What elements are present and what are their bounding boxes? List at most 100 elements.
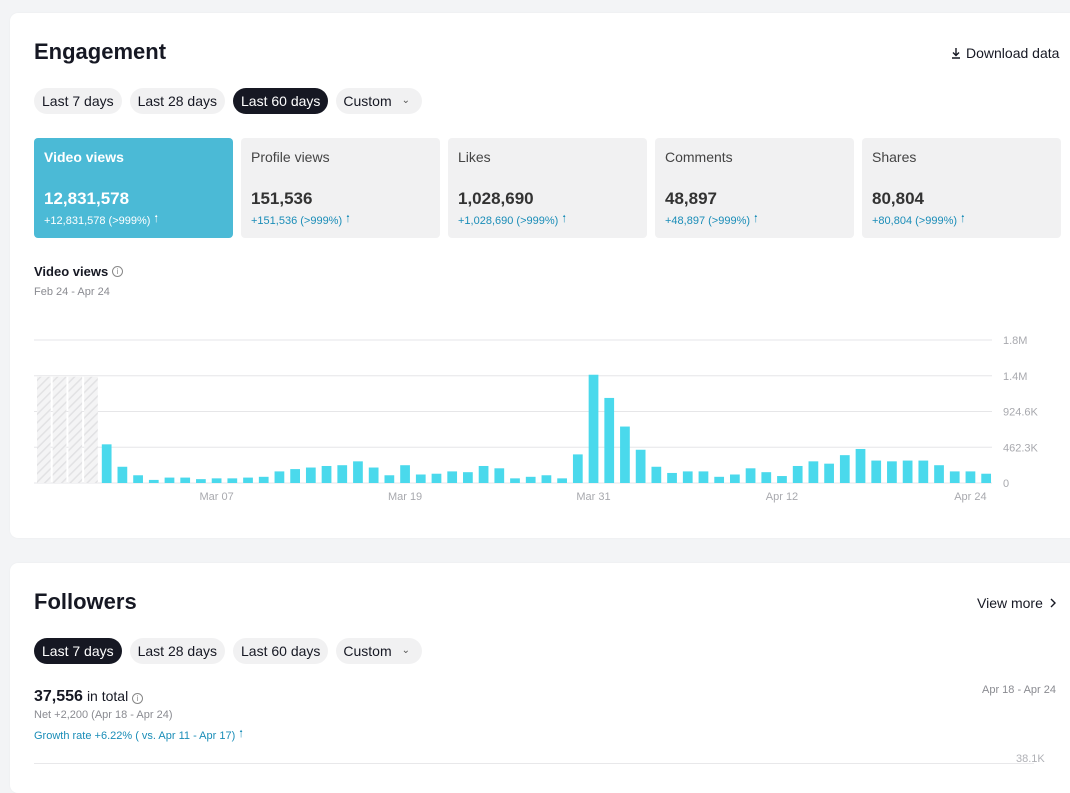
followers-total: 37,556 in total i	[34, 688, 144, 706]
chart-bar[interactable]	[148, 479, 159, 483]
range-last-60-days[interactable]: Last 60 days	[233, 88, 329, 114]
metric-cards: Video views 12,831,578 +12,831,578 (>999…	[34, 138, 1061, 238]
chart-bar[interactable]	[321, 465, 332, 483]
chart-bar[interactable]	[839, 455, 850, 483]
chart-bar[interactable]	[730, 474, 740, 483]
x-tick-label: Mar 31	[576, 491, 610, 503]
view-more-link[interactable]: View more	[977, 595, 1059, 611]
chart-bar[interactable]	[258, 476, 269, 483]
range-last-60-days[interactable]: Last 60 days	[233, 638, 329, 664]
chart-bar[interactable]	[682, 471, 693, 483]
followers-growth-text: Growth rate +6.22% ( vs. Apr 11 - Apr 17…	[34, 729, 236, 742]
chart-bar[interactable]	[934, 465, 944, 483]
chart-bar[interactable]	[447, 471, 458, 483]
chart-bar[interactable]	[792, 465, 803, 483]
range-custom-dropdown[interactable]: Custom ⌄	[336, 638, 423, 664]
arrow-up-icon: 🠑	[754, 214, 758, 225]
metric-card-comments[interactable]: Comments 48,897 +48,897 (>999%) 🠑	[655, 138, 854, 238]
metric-label: Shares	[872, 149, 917, 165]
chart-bar[interactable]	[305, 467, 316, 483]
range-last-28-days[interactable]: Last 28 days	[129, 88, 225, 114]
chart-bar[interactable]	[714, 476, 725, 483]
y-tick-label: 924.6K	[1003, 407, 1039, 419]
chart-bar[interactable]	[981, 473, 992, 483]
view-more-label: View more	[977, 595, 1043, 611]
chart-bar[interactable]	[478, 465, 489, 483]
chart-bar[interactable]	[588, 374, 599, 483]
chart-bar[interactable]	[101, 444, 112, 483]
chart-bar[interactable]	[368, 467, 379, 483]
range-last-28-days[interactable]: Last 28 days	[129, 638, 225, 664]
chart-bar[interactable]	[965, 471, 976, 483]
chart-bar[interactable]	[164, 477, 175, 483]
chart-bar[interactable]	[949, 471, 960, 483]
chart-bar[interactable]	[887, 461, 897, 483]
x-tick-label: Apr 24	[954, 491, 986, 503]
metric-value: 80,804	[872, 189, 924, 208]
chevron-right-icon	[1050, 598, 1056, 608]
x-tick-label: Apr 12	[766, 491, 798, 503]
metric-label: Video views	[44, 149, 124, 165]
chart-bar[interactable]	[211, 478, 222, 483]
chart-bar[interactable]	[353, 461, 363, 483]
chart-bar[interactable]	[337, 465, 348, 483]
chart-bar[interactable]	[745, 468, 756, 483]
chart-bar[interactable]	[918, 460, 929, 483]
chart-bar[interactable]	[400, 465, 410, 483]
gridline	[34, 763, 1034, 764]
metric-card-video-views[interactable]: Video views 12,831,578 +12,831,578 (>999…	[34, 138, 233, 238]
info-icon[interactable]: i	[112, 266, 124, 277]
arrow-up-icon: 🠑	[961, 214, 965, 225]
chart-bar[interactable]	[415, 474, 426, 483]
chart-bar[interactable]	[117, 466, 128, 483]
chart-bar[interactable]	[604, 397, 615, 483]
info-icon[interactable]: i	[132, 693, 144, 704]
chart-bar[interactable]	[620, 426, 630, 483]
range-last-7-days[interactable]: Last 7 days	[34, 638, 122, 664]
chart-bar[interactable]	[855, 448, 866, 483]
range-label: Last 60 days	[241, 643, 321, 659]
y-tick-label: 1.4M	[1003, 371, 1027, 383]
metric-value: 1,028,690	[458, 189, 534, 208]
x-tick-label: Mar 07	[199, 491, 233, 503]
chart-bar[interactable]	[572, 454, 583, 483]
chart-bar[interactable]	[871, 460, 882, 483]
chart-bar[interactable]	[808, 461, 819, 483]
metric-value: 48,897	[665, 189, 717, 208]
chart-bar[interactable]	[510, 478, 520, 483]
chart-bar[interactable]	[243, 477, 253, 483]
chart-bar[interactable]	[761, 472, 772, 483]
chart-bar[interactable]	[274, 471, 285, 483]
chart-bar[interactable]	[384, 475, 395, 483]
chart-bar[interactable]	[525, 476, 536, 483]
y-tick-label: 462.3K	[1003, 442, 1039, 454]
metric-delta-text: +48,897 (>999%)	[665, 214, 751, 227]
chart-bar[interactable]	[557, 478, 567, 483]
chart-bar[interactable]	[541, 475, 552, 483]
metric-card-shares[interactable]: Shares 80,804 +80,804 (>999%) 🠑	[862, 138, 1061, 238]
chart-bar[interactable]	[290, 469, 300, 483]
chart-bar[interactable]	[635, 449, 646, 483]
chart-bar[interactable]	[494, 468, 505, 483]
chart-bar[interactable]	[902, 460, 913, 483]
engagement-range-tabs: Last 7 days Last 28 days Last 60 days Cu…	[34, 88, 423, 114]
download-data-button[interactable]: Download data	[950, 45, 1059, 61]
metric-value: 151,536	[251, 189, 313, 208]
chart-bar[interactable]	[824, 463, 834, 483]
chart-bar[interactable]	[180, 477, 191, 483]
chart-bar[interactable]	[698, 471, 709, 483]
range-custom-dropdown[interactable]: Custom ⌄	[336, 88, 423, 114]
range-last-7-days[interactable]: Last 7 days	[34, 88, 122, 114]
metric-card-profile-views[interactable]: Profile views 151,536 +151,536 (>999%) 🠑	[241, 138, 440, 238]
chart-bar[interactable]	[651, 466, 662, 483]
range-label: Custom	[343, 93, 392, 109]
chart-bar[interactable]	[777, 476, 787, 483]
chart-bar[interactable]	[667, 472, 677, 483]
chart-bar[interactable]	[227, 478, 238, 483]
metric-card-likes[interactable]: Likes 1,028,690 +1,028,690 (>999%) 🠑	[448, 138, 647, 238]
chart-bar[interactable]	[196, 479, 206, 483]
chart-bar[interactable]	[463, 472, 473, 483]
range-label: Last 7 days	[42, 93, 114, 109]
chart-bar[interactable]	[431, 473, 442, 483]
chart-bar[interactable]	[133, 475, 143, 483]
